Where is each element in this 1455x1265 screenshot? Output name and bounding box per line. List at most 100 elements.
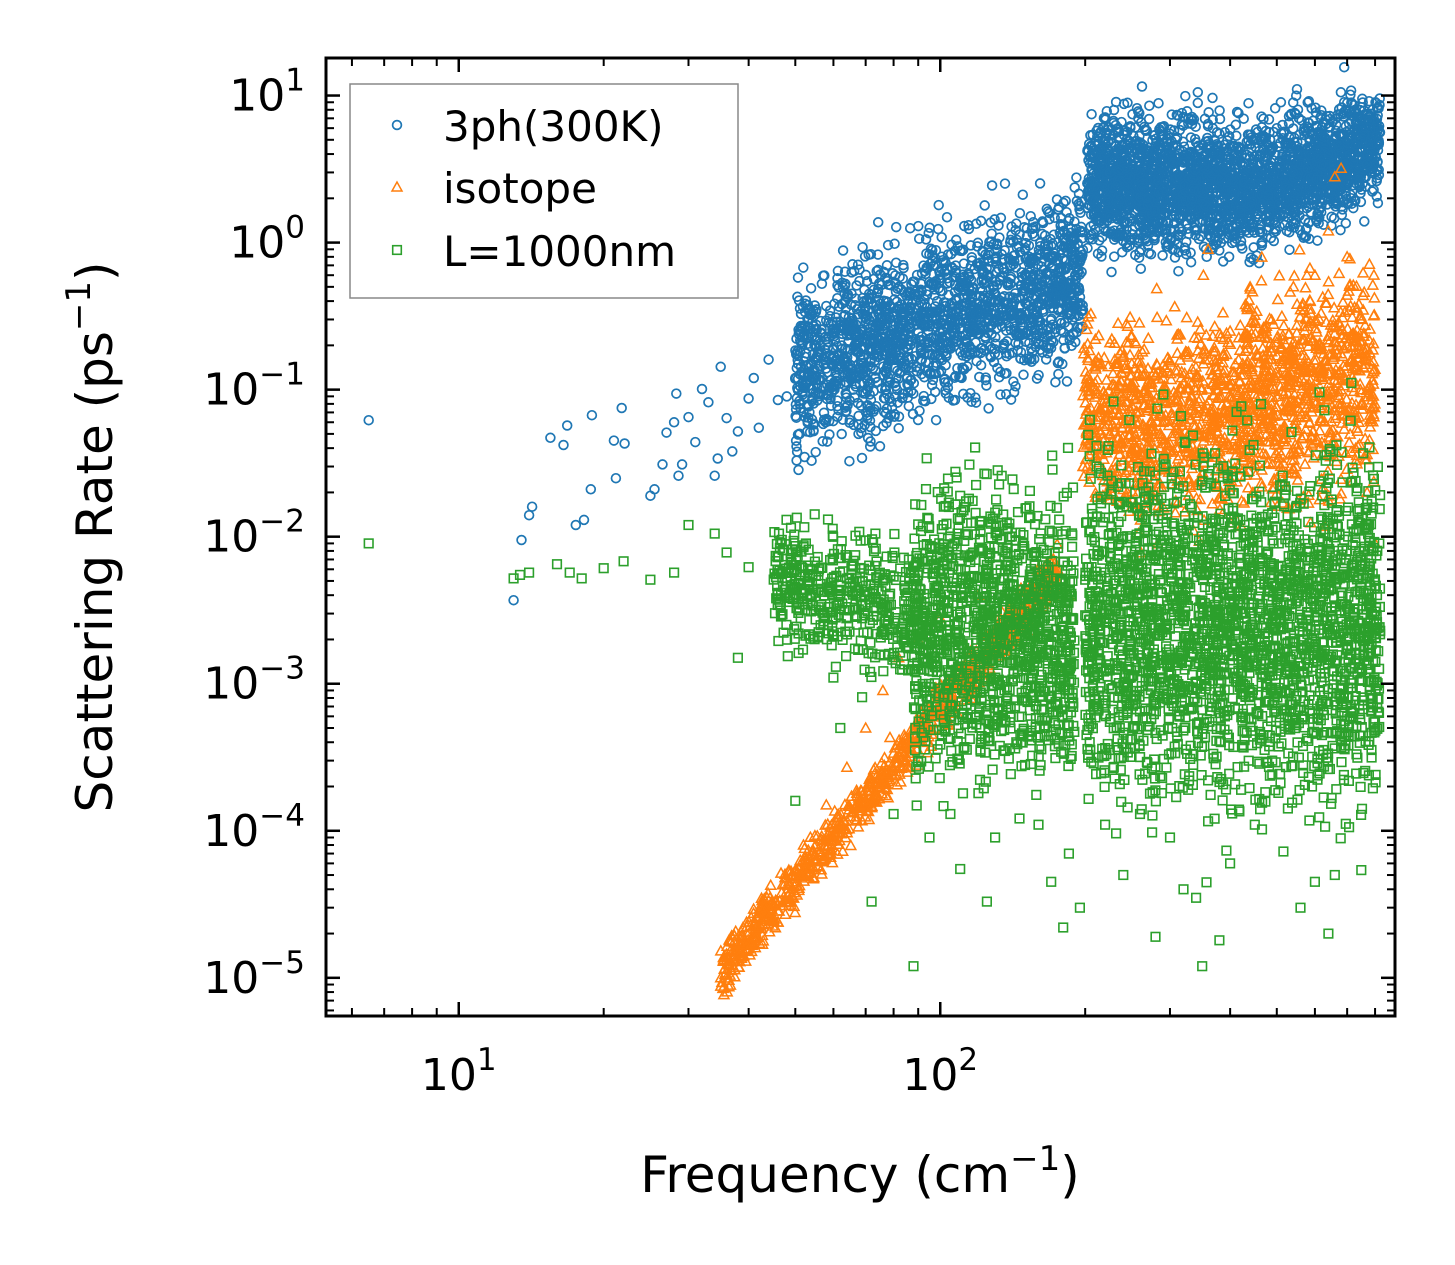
data-point-circle bbox=[1136, 81, 1148, 92]
data-point-circle bbox=[1359, 216, 1370, 227]
data-point-circle bbox=[1223, 251, 1235, 263]
data-point-circle bbox=[1058, 334, 1069, 346]
data-point-circle bbox=[516, 534, 527, 546]
data-point-circle bbox=[856, 452, 868, 464]
data-point-circle bbox=[1192, 87, 1204, 98]
data-point-circle bbox=[1008, 376, 1019, 387]
data-point-circle bbox=[793, 464, 804, 476]
data-point-circle bbox=[1017, 189, 1029, 200]
data-point-circle bbox=[1073, 188, 1085, 200]
data-point-circle bbox=[1061, 376, 1073, 387]
data-point-circle bbox=[825, 400, 837, 411]
data-point-circle bbox=[918, 390, 930, 402]
plot-area bbox=[363, 61, 1386, 1000]
data-point-circle bbox=[1010, 337, 1021, 349]
data-point-circle bbox=[1050, 376, 1061, 388]
data-point-circle bbox=[671, 388, 682, 399]
data-point-circle bbox=[837, 245, 849, 256]
data-point-circle bbox=[1153, 97, 1164, 109]
data-point-circle bbox=[608, 435, 620, 446]
data-point-circle bbox=[585, 484, 597, 495]
data-point-circle bbox=[965, 387, 976, 399]
data-point-circle bbox=[721, 412, 732, 424]
data-point-circle bbox=[748, 372, 760, 384]
data-point-circle bbox=[763, 354, 774, 365]
data-point-circle bbox=[880, 367, 892, 379]
data-point-circle bbox=[1086, 108, 1097, 120]
data-point-circle bbox=[508, 594, 519, 606]
data-point-circle bbox=[1214, 128, 1225, 140]
data-point-circle bbox=[1258, 113, 1269, 124]
data-point-circle bbox=[676, 459, 688, 470]
data-point-circle bbox=[696, 383, 708, 395]
data-point-circle bbox=[855, 400, 867, 411]
data-point-circle bbox=[1108, 251, 1120, 262]
data-point-circle bbox=[912, 414, 924, 426]
data-point-circle bbox=[870, 425, 882, 437]
data-point-circle bbox=[610, 472, 622, 484]
data-point-circle bbox=[933, 199, 944, 211]
data-point-circle bbox=[1275, 97, 1287, 108]
data-point-circle bbox=[1335, 87, 1347, 98]
data-point-circle bbox=[1135, 263, 1147, 274]
data-point-circle bbox=[874, 441, 886, 452]
data-point-circle bbox=[673, 470, 684, 481]
data-point-circle bbox=[810, 446, 821, 458]
data-point-circle bbox=[806, 455, 817, 466]
data-point-circle bbox=[979, 200, 990, 211]
data-point-circle bbox=[1069, 182, 1080, 193]
data-point-circle bbox=[1025, 210, 1036, 222]
data-point-circle bbox=[743, 393, 754, 404]
data-point-circle bbox=[792, 272, 804, 283]
data-point-circle bbox=[1003, 320, 1015, 332]
data-point-circle bbox=[950, 234, 962, 246]
data-point-circle bbox=[923, 227, 934, 239]
data-point-circle bbox=[1034, 178, 1046, 189]
data-point-circle bbox=[986, 180, 998, 191]
data-point-triangle bbox=[883, 730, 897, 743]
data-point-circle bbox=[999, 178, 1011, 189]
data-point-circle bbox=[1238, 113, 1249, 124]
data-point-circle bbox=[1214, 105, 1225, 116]
data-point-circle bbox=[865, 356, 876, 368]
data-point-circle bbox=[753, 422, 765, 434]
data-point-circle bbox=[1335, 224, 1346, 236]
data-point-circle bbox=[981, 380, 992, 391]
data-point-circle bbox=[570, 519, 582, 531]
data-point-circle bbox=[1046, 313, 1057, 324]
data-point-circle bbox=[690, 436, 701, 448]
data-point-circle bbox=[1018, 369, 1029, 381]
data-point-circle bbox=[1037, 304, 1049, 315]
data-point-circle bbox=[1207, 92, 1218, 104]
data-point-circle bbox=[1157, 250, 1168, 261]
data-point-circle bbox=[1192, 97, 1204, 109]
data-point-circle bbox=[798, 262, 809, 273]
data-point-circle bbox=[882, 239, 894, 251]
data-point-circle bbox=[363, 414, 374, 426]
data-point-circle bbox=[983, 403, 994, 414]
data-point-circle bbox=[860, 269, 872, 281]
data-point-circle bbox=[995, 212, 1007, 224]
data-point-circle bbox=[963, 219, 974, 231]
data-point-circle bbox=[545, 432, 556, 444]
data-point-circle bbox=[805, 283, 817, 294]
data-point-circle bbox=[661, 427, 672, 438]
data-point-circle bbox=[683, 411, 694, 423]
data-point-circle bbox=[1173, 265, 1184, 277]
data-point-circle bbox=[974, 371, 985, 383]
data-point-circle bbox=[616, 402, 627, 414]
data-point-circle bbox=[1291, 83, 1303, 95]
data-point-circle bbox=[586, 409, 598, 421]
data-point-circle bbox=[523, 509, 535, 521]
series-circle bbox=[363, 61, 1386, 606]
data-point-circle bbox=[1106, 266, 1117, 278]
data-point-circle bbox=[526, 501, 538, 512]
data-point-circle bbox=[558, 439, 569, 451]
data-point-circle bbox=[772, 394, 784, 406]
data-point-circle bbox=[1180, 90, 1191, 102]
data-point-circle bbox=[889, 238, 900, 250]
data-point-circle bbox=[804, 407, 815, 418]
data-point-circle bbox=[1144, 100, 1155, 111]
data-point-circle bbox=[932, 223, 944, 235]
